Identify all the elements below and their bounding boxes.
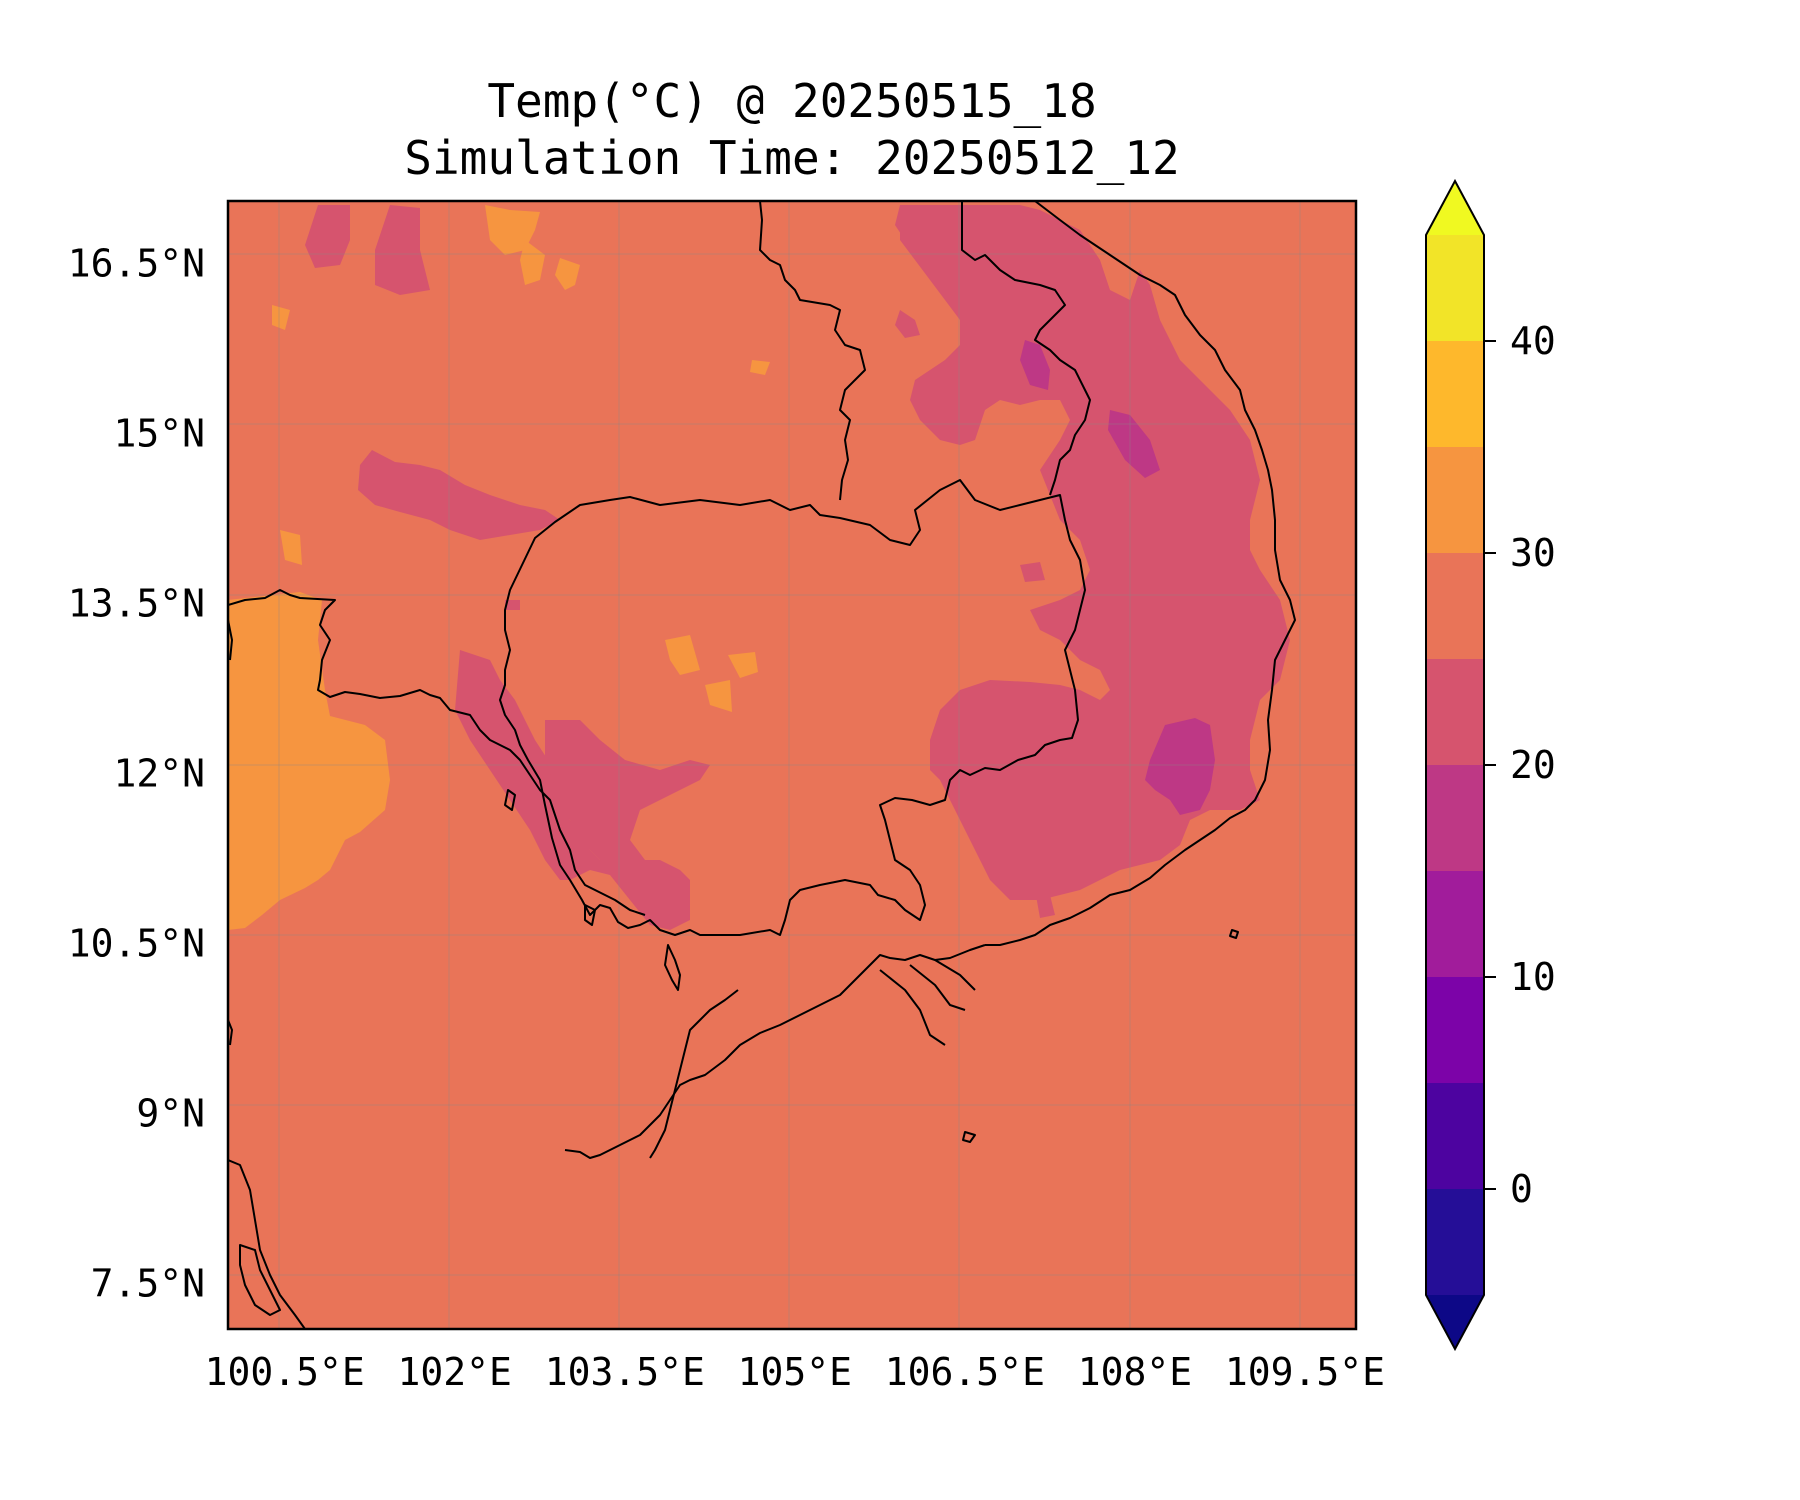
colorbar-segment xyxy=(1426,341,1484,447)
island-con-dao xyxy=(962,1131,976,1143)
delta-channel-3 xyxy=(934,959,976,991)
warm-patch-7 xyxy=(728,652,758,678)
map-frame xyxy=(226,199,1358,1331)
x-tick-label: 102°E xyxy=(398,1350,512,1394)
cool-region-west-central xyxy=(358,450,560,540)
y-tick-label: 13.5°N xyxy=(68,581,205,625)
malay-peninsula-coast xyxy=(228,1159,306,1329)
y-tick-label: 7.5°N xyxy=(91,1262,205,1306)
warm-patch-2 xyxy=(520,240,545,285)
mekong-delta-west-coast xyxy=(649,989,739,1159)
colorbar-under-extension xyxy=(1426,1295,1484,1349)
warm-patch-9 xyxy=(750,360,770,375)
x-tick-label: 108°E xyxy=(1078,1350,1192,1394)
colorbar-outline xyxy=(1425,178,1485,1352)
y-tick-label: 12°N xyxy=(113,752,205,796)
cool-region-small-central xyxy=(505,600,520,610)
coldest-patch-central xyxy=(1108,410,1160,478)
warm-patch-3 xyxy=(555,258,580,290)
delta-channel-2 xyxy=(909,964,966,1011)
y-tick-label: 16.5°N xyxy=(68,241,205,285)
colorbar-over-extension xyxy=(1426,181,1484,235)
x-tick-label: 109.5°E xyxy=(1225,1350,1385,1394)
island-small-1 xyxy=(504,789,516,811)
colorbar-segment xyxy=(1426,977,1484,1083)
y-axis-tick-labels: 16.5°N 15°N 13.5°N 12°N 10.5°N 9°N 7.5°N xyxy=(68,241,205,1305)
x-tick-label: 106.5°E xyxy=(885,1350,1045,1394)
coldest-patch-south xyxy=(1145,718,1215,815)
colorbar-segment xyxy=(1426,871,1484,977)
colorbar-tick-label: 40 xyxy=(1510,319,1556,363)
cool-region-small-east xyxy=(1020,562,1045,582)
map-plot-area xyxy=(226,199,1358,1331)
map-gridlines xyxy=(228,201,1356,1329)
cool-region-north-laos-1 xyxy=(895,205,930,240)
mekong-delta-coast xyxy=(564,944,986,1159)
warm-patch-5 xyxy=(280,530,302,565)
coastlines-and-borders xyxy=(228,201,1296,1329)
laos-thailand-border xyxy=(759,201,866,501)
colorbar-tick-label: 10 xyxy=(1510,955,1556,999)
x-axis-tick-labels: 100.5°E 102°E 103.5°E 105°E 106.5°E 108°E 109.… xyxy=(205,1350,1385,1394)
island-phu-quoc xyxy=(664,944,681,991)
y-tick-label: 10.5°N xyxy=(68,922,205,966)
cool-region-cardamom-2 xyxy=(545,720,710,880)
cool-region-north-laos-2 xyxy=(895,310,920,338)
colorbar-segment xyxy=(1426,765,1484,871)
chart-title-line-2: Simulation Time: 20250512_12 xyxy=(404,131,1179,185)
colorbar-tick-label: 20 xyxy=(1510,743,1556,787)
colorbar-segment xyxy=(1426,235,1484,341)
laos-vietnam-border xyxy=(961,201,1091,496)
coldest-patch-north xyxy=(1020,340,1050,390)
colorbar-tick-label: 0 xyxy=(1510,1167,1533,1211)
colorbar: 0 10 20 30 40 xyxy=(1425,178,1556,1352)
warm-patch-6 xyxy=(665,635,700,675)
island-south-1 xyxy=(239,1244,281,1316)
warm-region-gulf-of-thailand xyxy=(228,592,390,930)
x-tick-label: 103.5°E xyxy=(545,1350,705,1394)
warm-patch-4 xyxy=(272,305,290,330)
vietnam-coast xyxy=(985,201,1296,946)
chart-title-line-1: Temp(°C) @ 20250515_18 xyxy=(487,74,1096,128)
colorbar-segment xyxy=(1426,659,1484,765)
x-tick-label: 100.5°E xyxy=(205,1350,365,1394)
cool-region-northwest-1 xyxy=(305,205,350,268)
y-tick-label: 15°N xyxy=(113,411,205,455)
temperature-fields xyxy=(228,201,1356,1329)
cool-region-southeast-patch xyxy=(1035,890,1055,918)
colorbar-segment xyxy=(1426,447,1484,553)
colorbar-segment xyxy=(1426,1189,1484,1295)
colorbar-tick-label: 30 xyxy=(1510,531,1556,575)
x-tick-label: 105°E xyxy=(738,1350,852,1394)
warm-patch-8 xyxy=(705,680,732,712)
thailand-coast xyxy=(228,589,646,916)
cool-region-cardamom xyxy=(455,650,690,930)
delta-channel-1 xyxy=(879,969,946,1046)
cool-region-northwest-2 xyxy=(375,205,430,295)
colorbar-segment xyxy=(1426,1083,1484,1189)
colorbar-segment xyxy=(1426,553,1484,659)
island-east xyxy=(1229,929,1239,939)
y-tick-label: 9°N xyxy=(136,1092,205,1136)
west-edge-coast-2 xyxy=(228,1019,233,1046)
island-small-2 xyxy=(584,904,596,926)
west-edge-coast xyxy=(228,619,233,661)
